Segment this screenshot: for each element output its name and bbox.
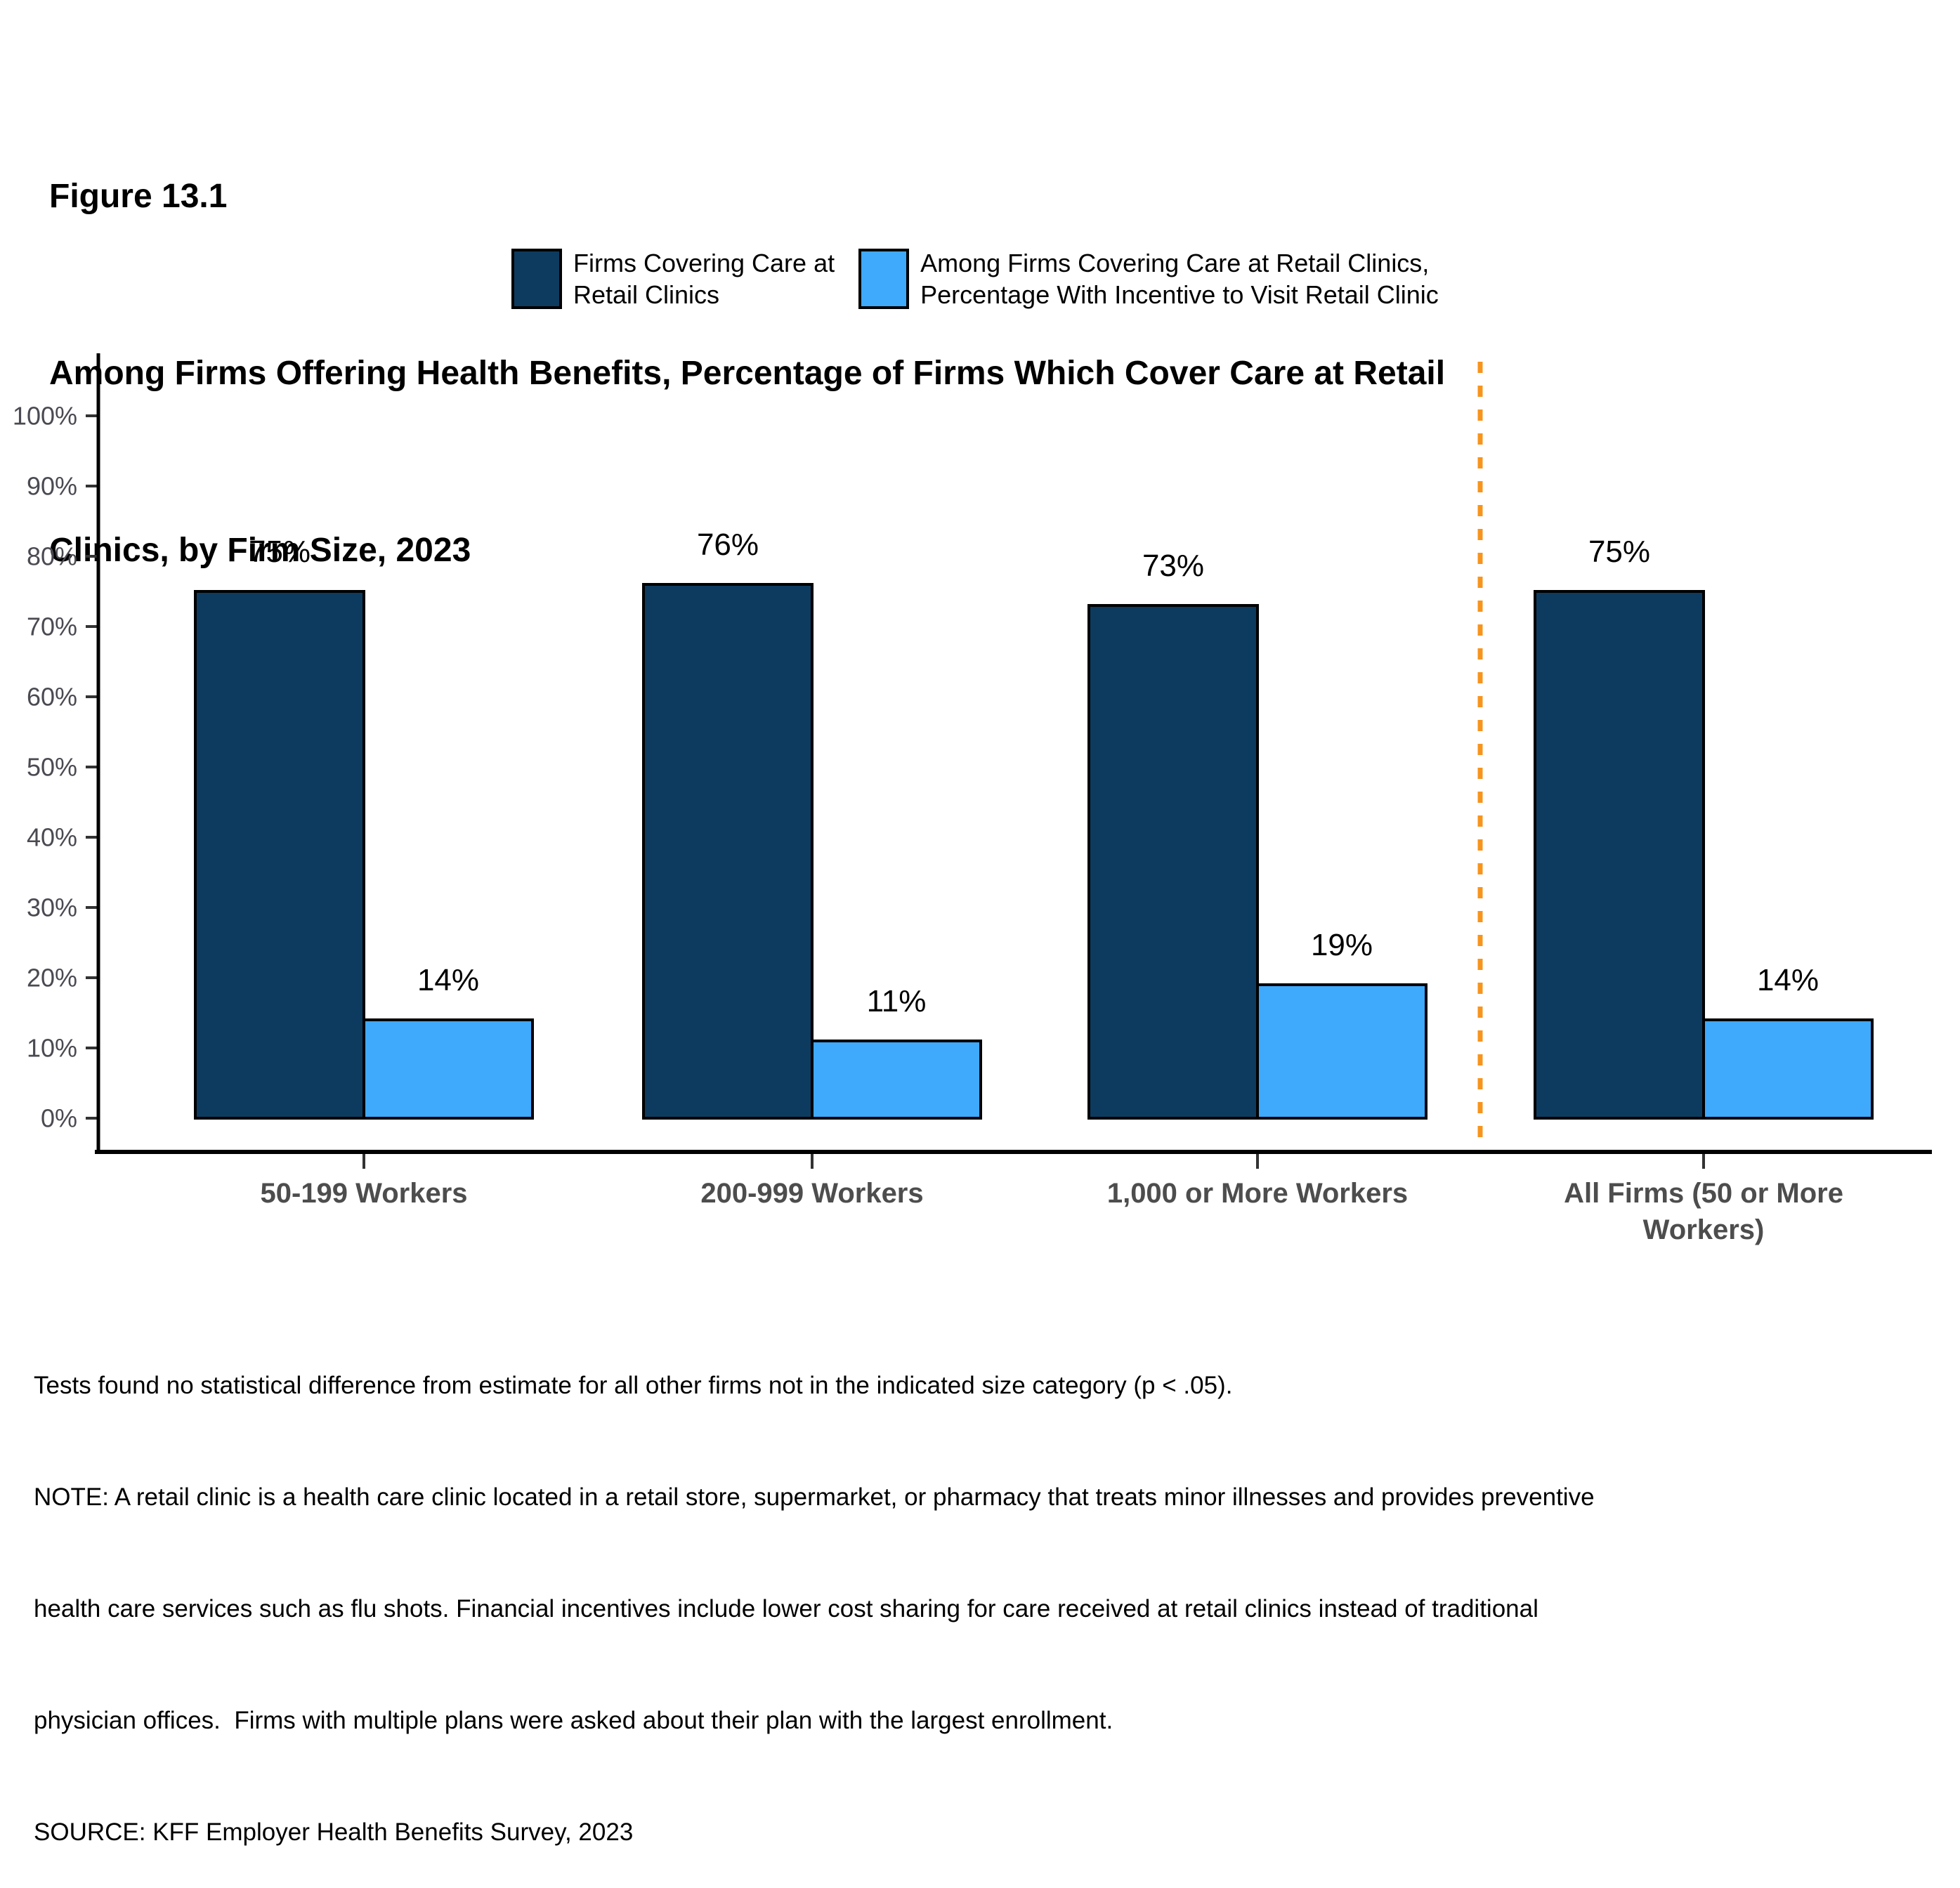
chart-title-line2: Clinics, by Firm Size, 2023 <box>49 532 471 569</box>
kff-figure-page: { "figure_label": "Figure 13.1", "title_… <box>12 49 1932 1846</box>
chart-title-line1: Among Firms Offering Health Benefits, Pe… <box>49 355 1446 392</box>
bar-incentive-2 <box>1256 983 1427 1120</box>
bar-value-label: 14% <box>417 963 479 997</box>
y-tick-label: 40% <box>27 823 77 852</box>
bar-value-label: 75% <box>1588 535 1650 569</box>
footnote-note-line1: NOTE: A retail clinic is a health care c… <box>34 1483 1595 1511</box>
y-tick-label: 50% <box>27 753 77 782</box>
bar-chart: 0% 10% 20% 30% 40% 50% 60% 70% 80% 90% 100% 75% 14% 5… <box>13 353 1932 1245</box>
category-label: 50-199 Workers <box>261 1178 468 1209</box>
figure-number: Figure 13.1 <box>49 178 228 215</box>
y-tick-label: 90% <box>27 472 77 501</box>
bar-value-label: 14% <box>1757 963 1819 997</box>
title-block: Figure 13.1 Among Firms Offering Health … <box>49 49 1445 639</box>
footnote-note-line2: health care services such as flu shots. … <box>34 1595 1538 1622</box>
legend-item-covering-care: Firms Covering Care at Retail Clinics <box>511 247 835 310</box>
legend-label-line: Firms Covering Care at <box>573 249 835 277</box>
bar-covering-3 <box>1534 590 1705 1120</box>
legend-item-incentive: Among Firms Covering Care at Retail Clin… <box>858 247 1439 310</box>
category-label: Workers) <box>1643 1214 1765 1245</box>
legend-swatch-light-icon <box>858 249 910 309</box>
y-tick-label: 60% <box>27 683 77 712</box>
bar-value-label: 75% <box>249 535 311 569</box>
bar-value-label: 73% <box>1142 549 1204 583</box>
bar-covering-1 <box>642 583 814 1120</box>
y-tick-label: 30% <box>27 893 77 922</box>
bar-covering-2 <box>1087 604 1259 1120</box>
legend-label-covering-care: Firms Covering Care at Retail Clinics <box>573 247 835 310</box>
footnotes: Tests found no statistical difference fr… <box>34 1292 1595 1888</box>
bar-value-label: 76% <box>697 527 759 562</box>
bar-incentive-1 <box>811 1040 982 1120</box>
category-label: 1,000 or More Workers <box>1107 1178 1408 1209</box>
legend-swatch-dark-icon <box>511 249 562 309</box>
bar-incentive-0 <box>362 1018 534 1120</box>
y-tick-label: 10% <box>27 1034 77 1063</box>
source-line: SOURCE: KFF Employer Health Benefits Sur… <box>34 1818 634 1846</box>
bar-value-label: 19% <box>1311 928 1373 962</box>
category-label: All Firms (50 or More <box>1564 1178 1843 1209</box>
legend-label-incentive: Among Firms Covering Care at Retail Clin… <box>920 247 1439 310</box>
footnote-note-line3: physician offices. Firms with multiple p… <box>34 1707 1113 1734</box>
bar-incentive-3 <box>1702 1018 1874 1120</box>
legend-label-line: Percentage With Incentive to Visit Retai… <box>920 280 1439 309</box>
y-tick-label: 100% <box>13 402 77 431</box>
legend-label-line: Retail Clinics <box>573 280 720 309</box>
category-label: 200-999 Workers <box>700 1178 923 1209</box>
y-tick-label: 0% <box>41 1104 77 1133</box>
footnote-stat-test: Tests found no statistical difference fr… <box>34 1372 1233 1399</box>
bar-value-label: 11% <box>867 984 927 1018</box>
y-tick-label: 20% <box>27 964 77 992</box>
y-tick-label: 80% <box>27 542 77 571</box>
bar-covering-0 <box>194 590 365 1120</box>
legend-label-line: Among Firms Covering Care at Retail Clin… <box>920 249 1430 277</box>
legend: Firms Covering Care at Retail Clinics Am… <box>511 247 1439 310</box>
y-tick-label: 70% <box>27 612 77 641</box>
